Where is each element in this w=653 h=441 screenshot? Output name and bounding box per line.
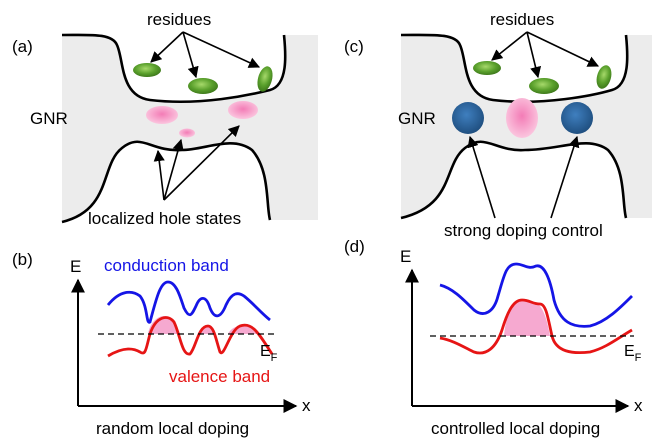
residue-blob — [133, 63, 161, 77]
panel-a: (a) residues GNR localized hole states — [12, 10, 318, 228]
position-axis-label-b: x — [302, 396, 311, 415]
valence-band-curve-d — [439, 298, 633, 355]
valence-band-curve-b — [107, 316, 274, 358]
panel-d: (d) E x EF controlled local doping — [344, 237, 643, 438]
energy-axis-label-b: E — [70, 257, 81, 276]
hole-state — [228, 101, 258, 119]
arrow — [491, 31, 528, 61]
panel-c: (c) residues GNR strong doping control — [344, 10, 652, 240]
fermi-level-symbol-d: E — [624, 343, 635, 360]
graphene-nanoribbon-a — [61, 33, 318, 224]
random-local-doping-caption: random local doping — [96, 419, 249, 438]
arrow — [163, 125, 240, 201]
valence-band-label: valence band — [169, 367, 270, 386]
arrow — [153, 149, 165, 201]
arrow — [550, 135, 580, 219]
conduction-band-curve-b — [106, 280, 271, 324]
conduction-band-label: conduction band — [104, 256, 229, 275]
residue-blob — [257, 66, 273, 92]
fermi-level-label-b: EF — [260, 343, 278, 364]
localized-hole-states-label: localized hole states — [88, 209, 241, 228]
doping-gate-circle — [561, 102, 593, 134]
hole-state — [179, 128, 195, 138]
ribbon-top-edge-a — [61, 33, 287, 103]
gnr-label-c: GNR — [398, 109, 436, 128]
hole-state — [146, 106, 178, 124]
residue-blob — [529, 78, 559, 94]
residue-blob — [596, 65, 612, 89]
fermi-level-label-d: EF — [624, 343, 642, 364]
fermi-level-symbol-b: E — [260, 343, 271, 360]
position-axis-label-d: x — [634, 396, 643, 415]
doping-gate-circle — [452, 102, 484, 134]
hole-pocket — [148, 316, 178, 334]
fermi-level-subscript-d: F — [635, 352, 642, 364]
controlled-local-doping-caption: controlled local doping — [431, 419, 600, 438]
arrow — [526, 31, 542, 79]
panel-d-label: (d) — [344, 237, 365, 256]
gnr-label-a: GNR — [30, 109, 68, 128]
conduction-band-curve-d — [439, 262, 633, 328]
ribbon-top-edge-c — [400, 33, 629, 103]
panel-a-label: (a) — [12, 37, 33, 56]
panel-b-label: (b) — [12, 250, 33, 269]
hole-state — [506, 98, 538, 138]
panel-b: (b) E x conduction band EF valence band … — [12, 250, 311, 438]
arrow — [526, 31, 600, 67]
arrow — [467, 135, 496, 219]
residue-blob — [473, 61, 501, 75]
arrow — [182, 31, 199, 79]
residues-label-a: residues — [147, 10, 211, 29]
arrow — [163, 138, 184, 201]
arrow — [150, 31, 184, 63]
arrow — [182, 31, 261, 68]
energy-axis-label-d: E — [400, 247, 411, 266]
hole-pocket — [504, 300, 550, 336]
residue-blob — [188, 78, 218, 94]
fermi-level-subscript-b: F — [271, 352, 278, 364]
panel-c-label: (c) — [344, 37, 364, 56]
residues-label-c: residues — [490, 10, 554, 29]
strong-doping-control-label: strong doping control — [444, 221, 603, 240]
ribbon-bottom-edge-c — [400, 140, 628, 220]
